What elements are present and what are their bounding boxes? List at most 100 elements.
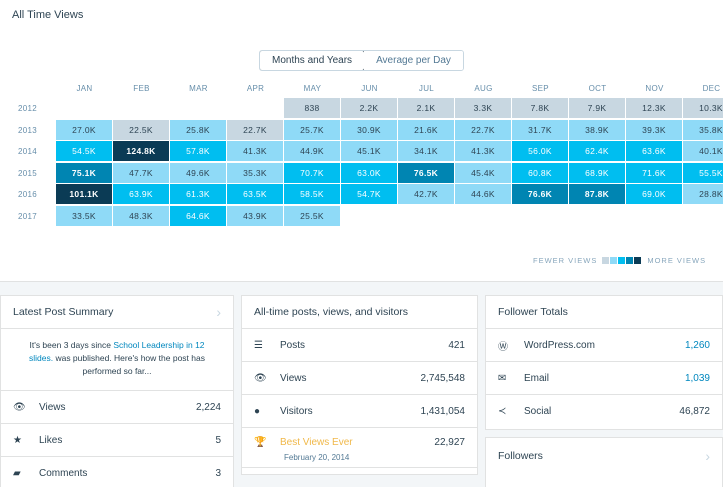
- heatmap-cell[interactable]: 45.4K: [455, 162, 511, 183]
- card-title: All Time Views: [12, 9, 84, 21]
- heatmap-cell[interactable]: 28.8K: [683, 184, 723, 205]
- heatmap-cell[interactable]: 44.6K: [455, 184, 511, 205]
- heatmap-cell[interactable]: 55.5K: [683, 162, 723, 183]
- wordpress-icon: Ⓦ: [498, 341, 508, 353]
- heatmap-cell[interactable]: 68.9K: [569, 162, 625, 183]
- legend-swatch: [618, 256, 626, 264]
- month-header: NOV: [645, 84, 664, 93]
- heatmap-cell[interactable]: 124.8K: [113, 141, 169, 162]
- heatmap-cell[interactable]: 31.7K: [512, 119, 568, 140]
- legend-swatch: [610, 256, 618, 264]
- heatmap-cell[interactable]: 34.1K: [398, 141, 454, 162]
- latest-post-summary-header[interactable]: Latest Post Summary ›: [1, 296, 233, 329]
- heatmap-cell[interactable]: 47.7K: [113, 162, 169, 183]
- legend-swatch: [626, 256, 634, 264]
- followers-card[interactable]: Followers ›: [485, 437, 723, 487]
- heatmap-cell[interactable]: 61.3K: [170, 184, 226, 205]
- heatmap-cell[interactable]: 25.5K: [284, 206, 340, 226]
- toggle-months-and-years[interactable]: Months and Years: [259, 51, 366, 70]
- heatmap-cell[interactable]: 3.3K: [455, 98, 511, 118]
- heatmap-cell[interactable]: 63.0K: [341, 162, 397, 183]
- heatmap-cell[interactable]: 22.7K: [227, 119, 283, 140]
- heatmap-cell[interactable]: 64.6K: [170, 206, 226, 226]
- heatmap-cell[interactable]: 58.5K: [284, 184, 340, 205]
- heatmap-cell[interactable]: 35.3K: [227, 162, 283, 183]
- chevron-right-icon[interactable]: ›: [216, 304, 221, 320]
- social-followers-row: ≺ Social 46,872: [486, 395, 722, 428]
- row-value: 5: [215, 434, 221, 446]
- year-label: 2014: [18, 147, 37, 157]
- heatmap-cell[interactable]: 75.1K: [56, 162, 112, 183]
- heatmap-cell[interactable]: 2.1K: [398, 98, 454, 118]
- heatmap-cell[interactable]: 2.2K: [341, 98, 397, 118]
- heatmap-cell[interactable]: 33.5K: [56, 206, 112, 226]
- best-views-date: February 20, 2014: [284, 453, 350, 462]
- heatmap-cell[interactable]: 63.6K: [626, 141, 682, 162]
- heatmap-cell[interactable]: 44.9K: [284, 141, 340, 162]
- card-title: Follower Totals: [498, 306, 568, 318]
- heatmap-cell[interactable]: 12.3K: [626, 98, 682, 118]
- heatmap-cell[interactable]: 10.3K: [683, 98, 723, 118]
- heatmap-cell[interactable]: 41.3K: [227, 141, 283, 162]
- heatmap-cell[interactable]: 45.1K: [341, 141, 397, 162]
- heatmap-cell[interactable]: 25.8K: [170, 119, 226, 140]
- heatmap-cell[interactable]: 838: [284, 98, 340, 118]
- heatmap-cell[interactable]: 25.7K: [284, 119, 340, 140]
- summary-text-after: was published. Here's how the post has p…: [53, 353, 205, 376]
- heatmap-cell[interactable]: 71.6K: [626, 162, 682, 183]
- year-label: 2017: [18, 212, 37, 221]
- eye-icon: 👁: [13, 401, 26, 413]
- heatmap-cell[interactable]: 63.5K: [227, 184, 283, 205]
- legend-more-label: MORE VIEWS: [647, 255, 707, 265]
- heatmap-cell[interactable]: 76.5K: [398, 162, 454, 183]
- heatmap-cell[interactable]: 21.6K: [398, 119, 454, 140]
- person-icon: ●: [254, 405, 261, 417]
- heatmap-cell[interactable]: 60.8K: [512, 162, 568, 183]
- heatmap-cell[interactable]: 22.5K: [113, 119, 169, 140]
- latest-post-text: It's been 3 days since School Leadership…: [1, 329, 233, 391]
- visitors-row: ● Visitors 1,431,054: [242, 395, 477, 428]
- heatmap-cell[interactable]: 101.1K: [56, 184, 112, 205]
- heatmap-cell[interactable]: 43.9K: [227, 206, 283, 226]
- heatmap-cell[interactable]: 49.6K: [170, 162, 226, 183]
- heatmap-cell[interactable]: 35.8K: [683, 119, 723, 140]
- view-mode-toggle: Months and Years Average per Day: [259, 50, 464, 71]
- heatmap-cell[interactable]: 30.9K: [341, 119, 397, 140]
- heatmap-cell[interactable]: 48.3K: [113, 206, 169, 226]
- heatmap-cell[interactable]: 42.7K: [398, 184, 454, 205]
- row-value: 2,745,548: [420, 372, 466, 384]
- heatmap-cell[interactable]: 56.0K: [512, 141, 568, 162]
- heatmap-cell[interactable]: 40.1K: [683, 141, 723, 162]
- heatmap-cell[interactable]: 69.0K: [626, 184, 682, 205]
- heatmap-cell[interactable]: 7.8K: [512, 98, 568, 118]
- heatmap-cell[interactable]: 41.3K: [455, 141, 511, 162]
- heatmap-cell[interactable]: 57.8K: [170, 141, 226, 162]
- heatmap-cell[interactable]: 38.9K: [569, 119, 625, 140]
- heatmap-cell[interactable]: 27.0K: [56, 119, 112, 140]
- row-value[interactable]: 1,039: [684, 372, 710, 384]
- trophy-icon: 🏆: [254, 437, 267, 448]
- legend-swatch: [634, 256, 642, 264]
- latest-post-link[interactable]: School Leadership in 12 slides.: [29, 340, 205, 363]
- month-header: JUL: [418, 84, 435, 93]
- chevron-right-icon[interactable]: ›: [705, 448, 710, 464]
- heatmap-cell[interactable]: 70.7K: [284, 162, 340, 183]
- followers-header[interactable]: Followers ›: [486, 438, 722, 474]
- heatmap-cell[interactable]: 54.7K: [341, 184, 397, 205]
- row-value[interactable]: 1,260: [684, 339, 710, 351]
- toggle-average-per-day[interactable]: Average per Day: [364, 51, 463, 70]
- heatmap-cell[interactable]: 7.9K: [569, 98, 625, 118]
- star-icon: ★: [13, 434, 22, 446]
- email-followers-row: ✉ Email 1,039: [486, 362, 722, 395]
- best-views-row: 🏆 Best Views Ever 22,927 February 20, 20…: [242, 428, 477, 468]
- heatmap-cell[interactable]: 62.4K: [569, 141, 625, 162]
- follower-totals-header: Follower Totals: [486, 296, 722, 329]
- all-time-views-card: All Time Views Months and Years Average …: [0, 0, 723, 282]
- heatmap-cell[interactable]: 63.9K: [113, 184, 169, 205]
- heatmap-cell[interactable]: 76.6K: [512, 184, 568, 205]
- heatmap-cell[interactable]: 39.3K: [626, 119, 682, 140]
- heatmap-cell[interactable]: 22.7K: [455, 119, 511, 140]
- heatmap-cell[interactable]: 87.8K: [569, 184, 625, 205]
- heatmap-cell[interactable]: 54.5K: [56, 141, 112, 162]
- row-label: Likes: [39, 434, 63, 446]
